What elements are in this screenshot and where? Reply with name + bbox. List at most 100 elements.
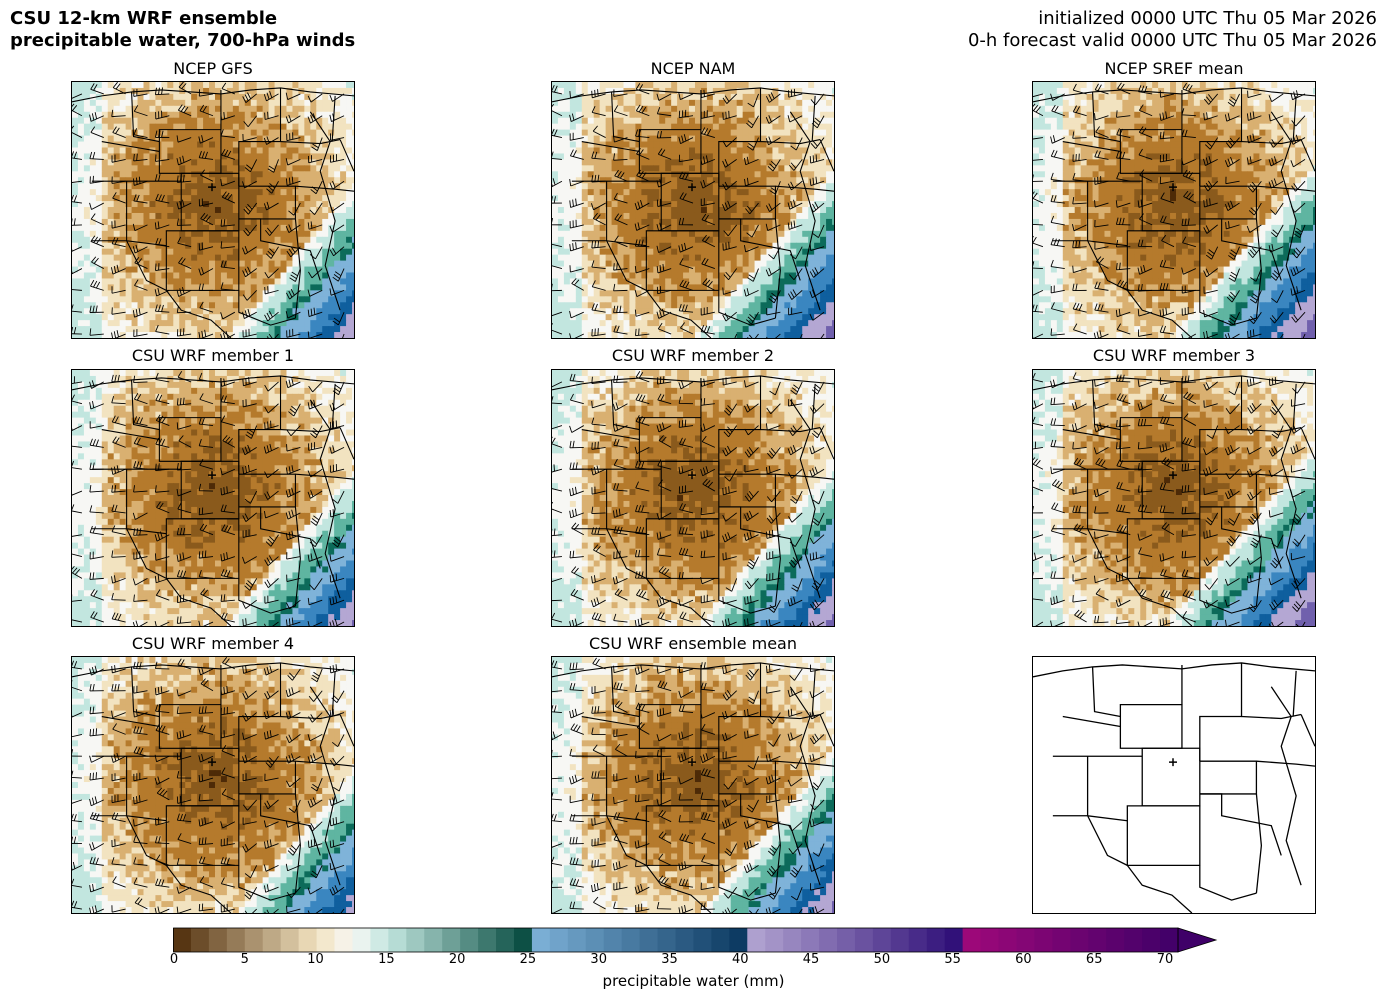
figure-title-line2: precipitable water, 700-hPa winds bbox=[10, 30, 356, 51]
colorbar-segment bbox=[783, 928, 802, 952]
state-boundaries bbox=[552, 87, 834, 338]
colorbar-segment bbox=[316, 928, 336, 952]
colorbar-segment bbox=[190, 928, 210, 952]
colorbar-tick-label: 0 bbox=[169, 952, 179, 967]
map-panel-domain-outline bbox=[1032, 656, 1316, 914]
colorbar-tick-label: 70 bbox=[1156, 952, 1174, 967]
figure-title-line1: CSU 12-km WRF ensemble bbox=[10, 8, 278, 29]
colorbar-segment bbox=[496, 928, 515, 952]
map-graphic bbox=[72, 370, 354, 626]
colorbar-segment bbox=[639, 928, 659, 952]
map-panel-member1 bbox=[71, 369, 355, 627]
colorbar-segment bbox=[352, 928, 372, 952]
colorbar-segment bbox=[837, 928, 856, 952]
colorbar-segment bbox=[944, 928, 964, 952]
precipitable-water-field bbox=[1033, 82, 1315, 338]
panel-title-member3: CSU WRF member 3 bbox=[1092, 346, 1256, 365]
colorbar-outline bbox=[173, 927, 1179, 953]
colorbar-tick-labels: 0 5 10 15 20 25 30 35 40 45 50 55 60 65 70 bbox=[0, 952, 1387, 970]
colorbar-tick-label: 30 bbox=[590, 952, 607, 967]
colorbar-segment bbox=[478, 928, 497, 952]
colorbar-tick-label: 10 bbox=[307, 952, 324, 967]
map-graphic bbox=[552, 82, 834, 338]
state-boundaries bbox=[1033, 87, 1315, 338]
colorbar-segment bbox=[585, 928, 605, 952]
forecast-time-info: initialized 0000 UTC Thu 05 Mar 2026 0-h… bbox=[968, 8, 1377, 52]
colorbar-segment bbox=[442, 928, 461, 952]
state-boundaries bbox=[1033, 662, 1315, 913]
colorbar-segment bbox=[424, 928, 443, 952]
colorbar-segment bbox=[962, 928, 982, 952]
colorbar-tick-label: 45 bbox=[802, 952, 820, 967]
station-marker-icon bbox=[1169, 758, 1177, 767]
state-boundaries bbox=[72, 87, 354, 338]
colorbar-segment bbox=[406, 928, 425, 952]
colorbar-segment bbox=[926, 928, 946, 952]
colorbar-tick-label: 65 bbox=[1085, 952, 1103, 967]
colorbar-segment bbox=[801, 928, 820, 952]
colorbar-segment bbox=[262, 928, 282, 952]
map-panel-nam bbox=[551, 81, 835, 339]
colorbar-tick-label: 55 bbox=[944, 952, 961, 967]
colorbar-segment bbox=[208, 928, 228, 952]
colorbar-segment bbox=[819, 928, 838, 952]
colorbar-segment bbox=[854, 928, 874, 952]
colorbar-segment bbox=[1016, 928, 1036, 952]
station-marker-icon bbox=[208, 758, 216, 767]
panel-title-member2: CSU WRF member 2 bbox=[611, 346, 775, 365]
map-panel-sref bbox=[1032, 81, 1316, 339]
colorbar-extend-arrow bbox=[1177, 927, 1218, 953]
colorbar-tick-label: 35 bbox=[661, 952, 678, 967]
colorbar-segment bbox=[567, 928, 587, 952]
init-time-text: initialized 0000 UTC Thu 05 Mar 2026 bbox=[1038, 8, 1377, 29]
colorbar-segment bbox=[890, 928, 910, 952]
panel-title-gfs: NCEP GFS bbox=[173, 59, 253, 78]
map-graphic bbox=[1033, 370, 1315, 626]
colorbar-segment bbox=[872, 928, 892, 952]
station-marker-icon bbox=[208, 471, 216, 480]
panel-title-ensemble-mean: CSU WRF ensemble mean bbox=[588, 634, 797, 653]
colorbar-segment bbox=[621, 928, 641, 952]
colorbar-segment bbox=[675, 928, 695, 952]
colorbar-segment bbox=[603, 928, 623, 952]
wind-barbs bbox=[552, 657, 825, 913]
colorbar-tick-label: 5 bbox=[240, 952, 249, 967]
colorbar-tick-label: 60 bbox=[1015, 952, 1032, 967]
colorbar-tick-label: 40 bbox=[732, 952, 749, 967]
panel-title-member1: CSU WRF member 1 bbox=[131, 346, 295, 365]
colorbar-graphic bbox=[173, 927, 1218, 953]
colorbar-segment bbox=[1070, 928, 1089, 952]
map-graphic bbox=[72, 657, 354, 913]
colorbar-segment bbox=[173, 928, 192, 952]
colorbar-tick-label: 25 bbox=[519, 952, 537, 967]
colorbar-segment bbox=[334, 928, 354, 952]
colorbar-segment bbox=[1034, 928, 1053, 952]
colorbar-segment bbox=[980, 928, 1000, 952]
panel-title-nam: NCEP NAM bbox=[650, 59, 736, 78]
wind-barbs bbox=[72, 371, 345, 626]
colorbar-segment bbox=[226, 928, 246, 952]
precipitable-water-field bbox=[72, 82, 354, 338]
colorbar-segment bbox=[1052, 928, 1071, 952]
state-boundaries bbox=[552, 375, 834, 626]
wind-barbs bbox=[1033, 372, 1306, 626]
precipitable-water-colorbar bbox=[173, 925, 1218, 955]
station-marker-icon bbox=[688, 758, 696, 767]
colorbar-segment bbox=[513, 928, 533, 952]
wind-barbs bbox=[552, 83, 825, 338]
colorbar-segment bbox=[280, 928, 300, 952]
colorbar-segment bbox=[549, 928, 569, 952]
wind-barbs bbox=[552, 371, 825, 626]
colorbar-segment bbox=[388, 928, 407, 952]
station-marker-icon bbox=[688, 471, 696, 480]
map-panel-gfs bbox=[71, 81, 355, 339]
wind-barbs bbox=[1033, 82, 1306, 338]
valid-time-text: 0-h forecast valid 0000 UTC Thu 05 Mar 2… bbox=[967, 30, 1377, 51]
wind-barbs bbox=[72, 82, 345, 338]
wind-barbs bbox=[72, 657, 345, 913]
map-graphic bbox=[1033, 662, 1315, 913]
precipitable-water-field bbox=[552, 82, 834, 338]
colorbar-segment bbox=[729, 928, 748, 952]
figure-title: CSU 12-km WRF ensemble precipitable wate… bbox=[10, 8, 355, 52]
precipitable-water-field bbox=[1033, 370, 1315, 626]
